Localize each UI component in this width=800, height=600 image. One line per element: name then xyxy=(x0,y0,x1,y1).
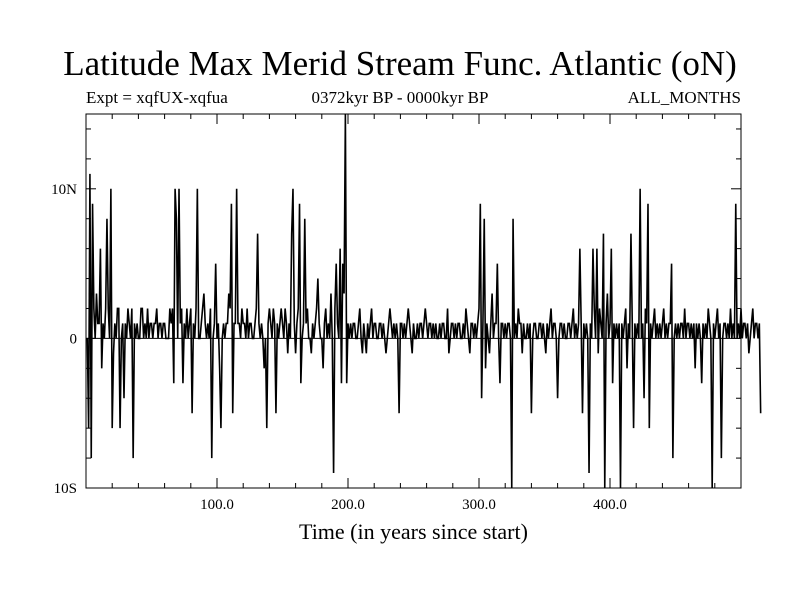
chart-title: Latitude Max Merid Stream Func. Atlantic… xyxy=(63,44,737,83)
experiment-label: Expt = xqfUX-xqfua xyxy=(86,88,228,107)
y-tick-label: 10N xyxy=(51,182,77,198)
y-tick-label: 10S xyxy=(54,481,77,497)
x-tick-label: 100.0 xyxy=(200,497,234,513)
season-label: ALL_MONTHS xyxy=(627,88,741,107)
x-tick-label: 400.0 xyxy=(593,497,627,513)
period-label: 0372kyr BP - 0000kyr BP xyxy=(311,88,489,107)
axis-ticks: 100.0 200.0 300.0 400.0 10N 0 10S xyxy=(51,114,741,513)
series-line xyxy=(86,113,762,489)
plot-frame xyxy=(85,113,742,489)
x-axis-label: Time (in years since start) xyxy=(299,519,528,544)
x-tick-label: 200.0 xyxy=(331,497,365,513)
y-tick-label: 0 xyxy=(70,331,78,347)
x-tick-label: 300.0 xyxy=(462,497,496,513)
